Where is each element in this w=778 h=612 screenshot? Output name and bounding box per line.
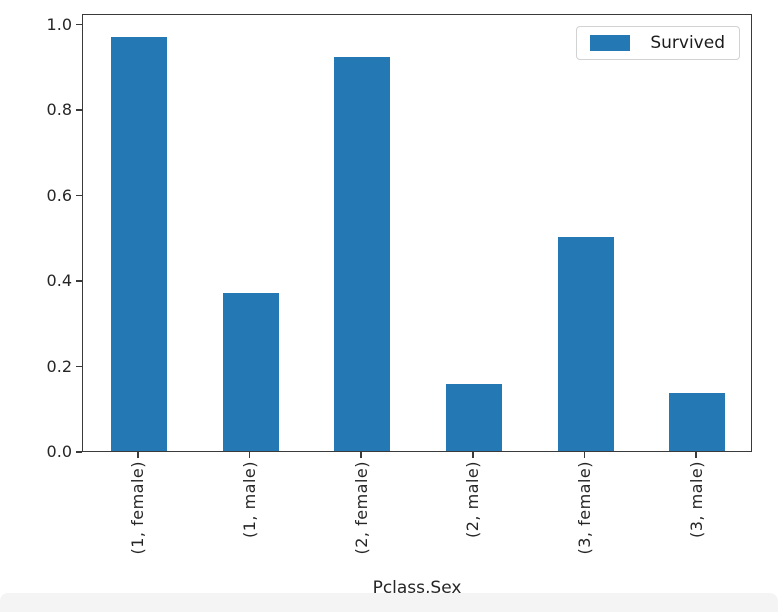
x-tick-mark bbox=[248, 452, 251, 458]
y-tick-mark bbox=[76, 365, 82, 368]
bar-3-female bbox=[557, 237, 614, 451]
x-tick-mark bbox=[136, 452, 139, 458]
legend-swatch-survived bbox=[590, 35, 631, 51]
y-tick-label: 1.0 bbox=[46, 14, 72, 34]
x-tick-label: (1, male) bbox=[240, 461, 259, 539]
y-tick-label: 0.4 bbox=[46, 271, 72, 291]
y-tick-label: 0.6 bbox=[46, 185, 72, 205]
x-tick-mark bbox=[583, 452, 586, 458]
bar-1-female bbox=[110, 37, 167, 451]
legend: Survived bbox=[576, 26, 740, 60]
x-tick-mark bbox=[471, 452, 474, 458]
y-tick-mark bbox=[76, 109, 82, 111]
y-tick-label: 0.2 bbox=[46, 356, 72, 376]
x-tick-label: (1, female) bbox=[128, 461, 148, 555]
bar-2-female bbox=[334, 57, 391, 451]
bar-2-male bbox=[445, 383, 502, 451]
legend-label: Survived bbox=[650, 33, 725, 53]
y-tick-label: 0.0 bbox=[46, 442, 72, 461]
plot-area: Survived bbox=[82, 14, 752, 452]
x-tick-label: (3, male) bbox=[686, 461, 706, 539]
bar-1-male bbox=[222, 293, 279, 451]
y-tick-mark bbox=[76, 280, 82, 282]
y-tick-mark bbox=[76, 451, 82, 453]
x-tick-label: (2, male) bbox=[463, 461, 483, 539]
x-tick-mark bbox=[695, 452, 697, 458]
y-tick-mark bbox=[76, 23, 82, 26]
x-tick-label: (3, female) bbox=[575, 461, 594, 555]
bar-3-male bbox=[669, 393, 726, 451]
x-tick-mark bbox=[360, 452, 362, 458]
notebook-cell-edge bbox=[0, 593, 778, 612]
y-tick-mark bbox=[76, 194, 82, 197]
x-tick-label: (2, female) bbox=[351, 461, 371, 555]
y-tick-label: 0.8 bbox=[46, 100, 72, 120]
